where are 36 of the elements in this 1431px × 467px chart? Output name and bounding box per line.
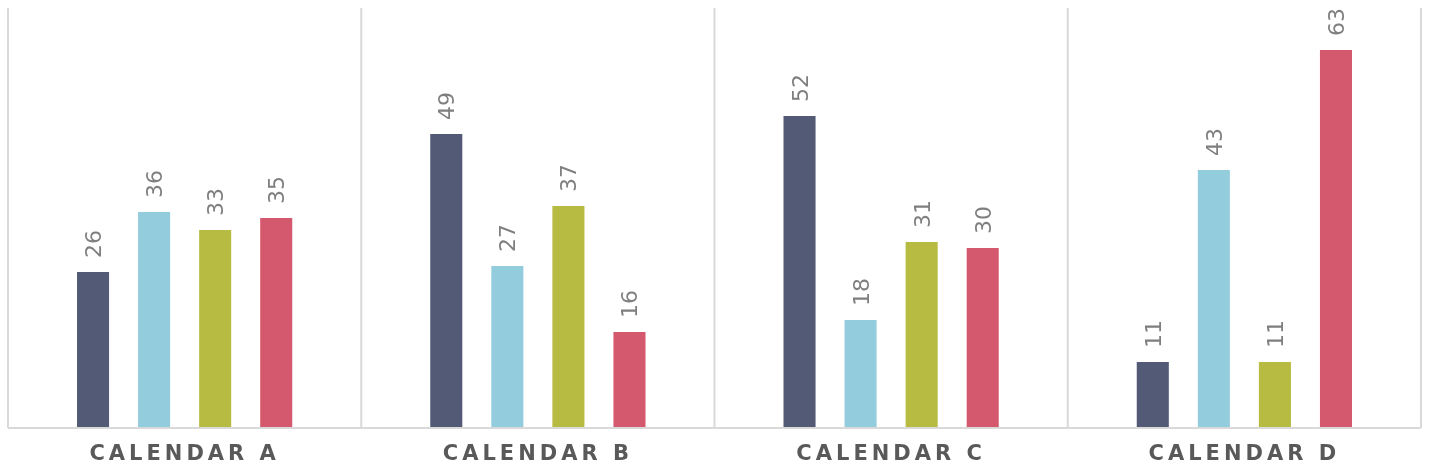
bar [199, 230, 232, 428]
bar [783, 116, 816, 428]
data-label: 16 [617, 290, 643, 318]
bar [844, 320, 877, 428]
data-label: 18 [848, 278, 874, 306]
bar [1136, 362, 1169, 428]
bar [552, 206, 585, 428]
data-label: 27 [495, 224, 521, 252]
data-label: 30 [970, 206, 996, 234]
data-label: 11 [1262, 320, 1288, 348]
bar [491, 266, 524, 428]
data-label: 33 [203, 188, 229, 216]
x-tick-label: CALENDAR B [442, 441, 633, 465]
data-label: 36 [142, 170, 168, 198]
bar [1197, 170, 1230, 428]
data-label: 31 [909, 200, 935, 228]
data-label: 37 [556, 164, 582, 192]
x-tick-label: CALENDAR D [1148, 441, 1341, 465]
bar [138, 212, 171, 428]
bar [905, 242, 938, 428]
bar [260, 218, 293, 428]
x-tick-label: CALENDAR C [796, 441, 986, 465]
data-label: 35 [264, 176, 290, 204]
data-label: 26 [81, 230, 107, 258]
data-label: 43 [1201, 128, 1227, 156]
bar [613, 332, 646, 428]
bar [1258, 362, 1291, 428]
data-label: 49 [434, 92, 460, 120]
bar [1319, 50, 1352, 428]
data-label: 11 [1140, 320, 1166, 348]
data-label: 63 [1323, 8, 1349, 36]
data-label: 52 [787, 74, 813, 102]
bar [77, 272, 110, 428]
bar [966, 248, 999, 428]
bar [430, 134, 463, 428]
x-tick-label: CALENDAR A [89, 441, 280, 465]
